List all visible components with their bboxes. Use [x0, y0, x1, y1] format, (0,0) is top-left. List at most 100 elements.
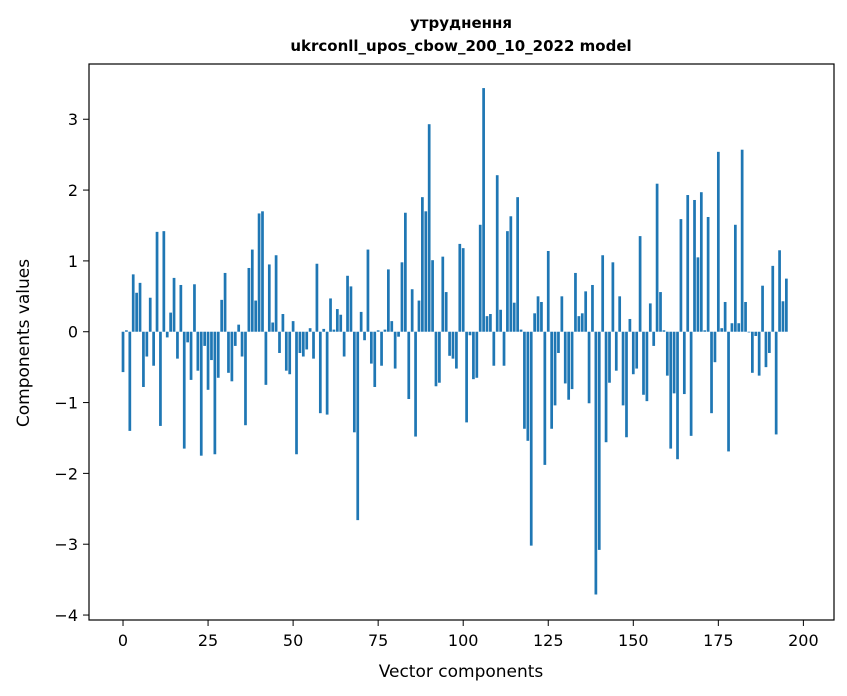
bar-25 — [206, 331, 210, 390]
bar-75 — [376, 330, 380, 332]
bar-2 — [128, 331, 132, 431]
bar-194 — [781, 301, 785, 332]
bar-57 — [315, 263, 319, 332]
bar-56 — [312, 331, 315, 359]
bar-132 — [570, 331, 574, 390]
bar-140 — [597, 331, 601, 550]
bar-28 — [216, 331, 220, 378]
bar-76 — [380, 331, 383, 366]
bar-185 — [751, 331, 754, 373]
bar-96 — [448, 331, 451, 356]
bar-23 — [199, 331, 203, 456]
bar-67 — [349, 286, 353, 332]
bar-171 — [703, 330, 707, 332]
bar-84 — [407, 331, 411, 400]
bar-24 — [203, 331, 207, 346]
bar-109 — [492, 331, 496, 366]
bar-183 — [744, 301, 747, 332]
bar-8 — [148, 297, 152, 332]
bar-164 — [679, 219, 683, 332]
bar-101 — [465, 331, 468, 423]
bar-192 — [774, 331, 778, 435]
bar-93 — [438, 331, 441, 383]
bar-166 — [686, 195, 690, 332]
bar-115 — [512, 302, 516, 332]
bar-176 — [720, 328, 724, 332]
bar-73 — [369, 331, 373, 364]
bar-47 — [281, 314, 285, 332]
bar-52 — [298, 331, 302, 353]
bar-128 — [557, 331, 560, 353]
bar-74 — [373, 331, 377, 387]
bar-33 — [233, 331, 237, 346]
bar-22 — [196, 331, 200, 371]
bar-117 — [519, 329, 523, 332]
bar-119 — [526, 331, 530, 441]
bar-98 — [455, 331, 458, 369]
bar-48 — [284, 331, 288, 371]
y-axis-label: Components values — [14, 259, 34, 427]
bar-85 — [410, 289, 414, 332]
x-tick-label: 50 — [283, 631, 303, 650]
bar-122 — [536, 296, 540, 332]
bar-5 — [138, 282, 142, 332]
bar-145 — [614, 331, 618, 371]
bar-66 — [346, 275, 349, 332]
bar-77 — [383, 329, 387, 332]
y-tick-label: −4 — [54, 606, 78, 625]
bar-133 — [574, 272, 577, 332]
bar-63 — [335, 309, 339, 332]
bar-149 — [628, 318, 632, 332]
bar-20 — [189, 331, 193, 380]
bar-16 — [176, 331, 179, 359]
y-tick-label: −3 — [54, 535, 78, 554]
bar-9 — [152, 331, 155, 366]
x-tick-label: 25 — [198, 631, 218, 650]
bar-107 — [485, 316, 489, 332]
bar-59 — [322, 328, 326, 332]
bar-118 — [523, 331, 526, 429]
bar-54 — [305, 331, 309, 350]
x-tick-label: 150 — [618, 631, 649, 650]
bar-78 — [387, 269, 390, 332]
bar-168 — [693, 199, 696, 332]
bar-14 — [169, 312, 172, 332]
bar-41 — [261, 211, 264, 332]
bar-61 — [329, 298, 332, 332]
bar-7 — [145, 331, 149, 357]
bar-125 — [546, 250, 550, 332]
bar-97 — [451, 331, 455, 359]
bar-195 — [785, 278, 788, 332]
bar-27 — [213, 331, 217, 455]
bar-58 — [318, 331, 322, 414]
bar-51 — [295, 331, 298, 455]
bar-65 — [342, 331, 346, 357]
bar-190 — [768, 331, 771, 353]
bar-83 — [404, 212, 407, 332]
bar-105 — [478, 224, 482, 332]
bar-179 — [730, 323, 734, 332]
bar-1 — [125, 330, 128, 332]
bar-69 — [356, 331, 360, 521]
bar-188 — [761, 285, 764, 332]
bar-177 — [723, 301, 727, 332]
bar-34 — [237, 324, 241, 332]
bar-6 — [142, 331, 145, 387]
bar-99 — [458, 243, 462, 332]
bar-86 — [414, 331, 417, 437]
bar-160 — [665, 331, 669, 376]
bar-170 — [699, 192, 703, 332]
bar-147 — [621, 331, 625, 406]
x-tick-label: 100 — [448, 631, 479, 650]
bar-167 — [689, 331, 693, 436]
bar-10 — [155, 231, 159, 332]
bar-106 — [482, 88, 485, 332]
bar-37 — [247, 267, 251, 332]
bar-121 — [533, 313, 536, 332]
bar-173 — [710, 331, 713, 414]
bar-64 — [339, 314, 343, 332]
y-tick-label: −2 — [54, 464, 78, 483]
bar-62 — [332, 329, 336, 332]
bar-15 — [172, 277, 176, 332]
bar-42 — [264, 331, 268, 385]
